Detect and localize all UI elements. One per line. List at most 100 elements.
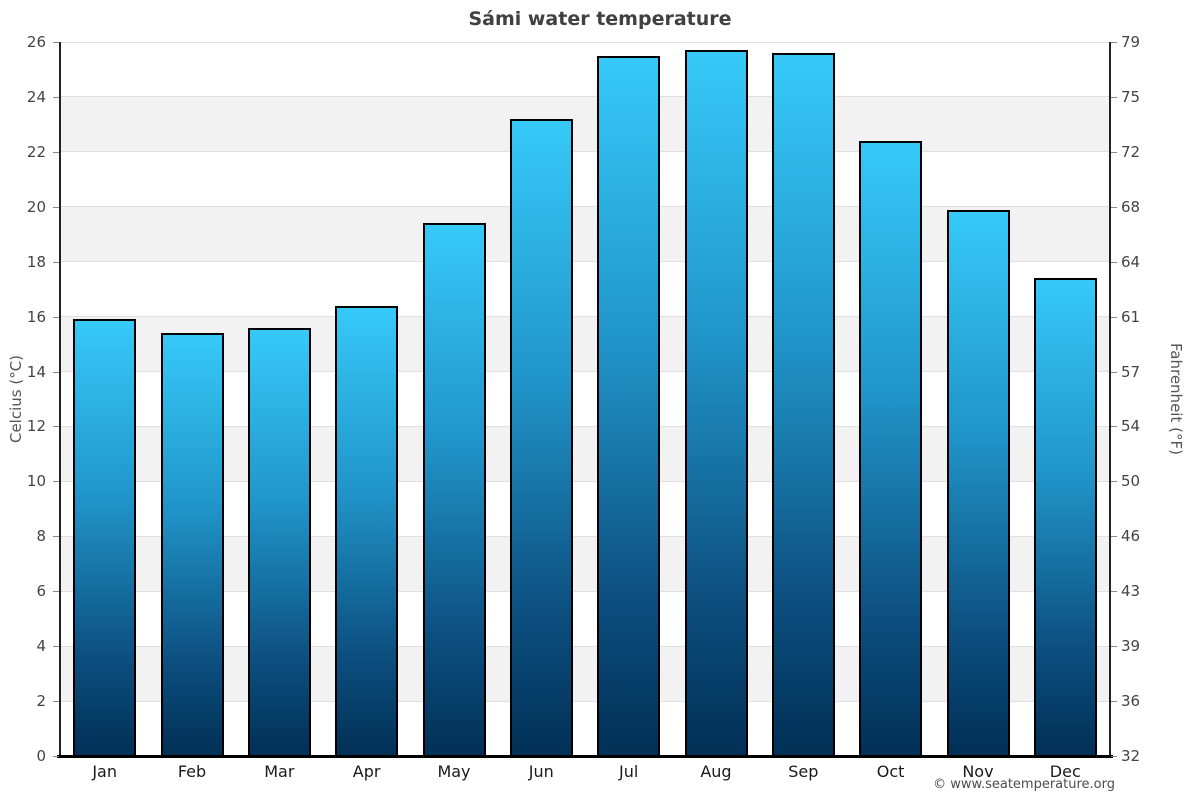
tick-mark	[53, 481, 59, 483]
gridline	[61, 480, 1109, 482]
tick-mark	[53, 371, 59, 373]
tick-mark	[1111, 756, 1117, 757]
tick-mark	[53, 646, 59, 648]
tick-mark	[53, 42, 59, 43]
tick-mark	[1111, 151, 1117, 153]
tick-mark	[53, 206, 59, 208]
bar-may	[422, 223, 486, 756]
gridline	[61, 590, 1109, 592]
fahrenheit-tick-57: 57	[1121, 362, 1141, 381]
celsius-tick-2: 2	[36, 692, 46, 711]
tick-mark	[53, 591, 59, 593]
tick-mark	[1111, 481, 1117, 483]
fahrenheit-tick-64: 64	[1121, 252, 1141, 271]
celsius-tick-24: 24	[26, 87, 46, 106]
month-label-may: May	[437, 762, 471, 781]
celsius-tick-8: 8	[36, 527, 46, 546]
tick-mark	[53, 756, 59, 757]
plot-area	[61, 41, 1109, 756]
fahrenheit-tick-50: 50	[1121, 472, 1141, 491]
month-label-nov: Nov	[962, 762, 994, 781]
gridline	[61, 700, 1109, 702]
tick-mark	[1111, 96, 1117, 98]
celsius-tick-12: 12	[26, 417, 46, 436]
bar-oct	[859, 140, 923, 756]
gridline	[61, 371, 1109, 373]
celsius-tick-10: 10	[26, 472, 46, 491]
celsius-tick-22: 22	[26, 142, 46, 161]
fahrenheit-tick-43: 43	[1121, 582, 1141, 601]
tick-mark	[53, 316, 59, 318]
tick-mark	[53, 96, 59, 98]
tick-mark	[1111, 591, 1117, 593]
bar-jul	[597, 55, 661, 756]
month-label-jun: Jun	[528, 762, 554, 781]
gridline	[61, 151, 1109, 153]
fahrenheit-tick-39: 39	[1121, 637, 1141, 656]
gridline	[61, 645, 1109, 647]
celsius-tick-4: 4	[36, 637, 46, 656]
tick-mark	[53, 701, 59, 703]
bar-jun	[509, 118, 573, 756]
tick-mark	[53, 261, 59, 263]
tick-mark	[1111, 206, 1117, 208]
month-label-sep: Sep	[788, 762, 819, 781]
celsius-tick-0: 0	[36, 747, 46, 765]
copyright-link[interactable]: © www.seatemperature.org	[933, 777, 1115, 792]
fahrenheit-tick-46: 46	[1121, 527, 1141, 546]
tick-mark	[53, 151, 59, 153]
bar-feb	[160, 333, 224, 756]
plot-band	[61, 646, 1109, 702]
plot-band	[61, 316, 1109, 372]
fahrenheit-tick-79: 79	[1121, 33, 1141, 51]
gridline	[61, 41, 1109, 43]
gridline	[61, 316, 1109, 318]
celsius-axis-line	[59, 42, 61, 756]
bar-nov	[946, 209, 1010, 756]
plot-band	[61, 426, 1109, 482]
tick-mark	[1111, 316, 1117, 318]
plot-band	[61, 206, 1109, 262]
month-label-apr: Apr	[352, 762, 381, 781]
gridline	[61, 96, 1109, 98]
month-label-aug: Aug	[700, 762, 732, 781]
month-label-oct: Oct	[876, 762, 905, 781]
plot-band	[61, 96, 1109, 152]
month-label-feb: Feb	[177, 762, 207, 781]
fahrenheit-tick-32: 32	[1121, 747, 1141, 765]
celsius-tick-14: 14	[26, 362, 46, 381]
bar-aug	[684, 50, 748, 756]
plot-band	[61, 536, 1109, 592]
fahrenheit-tick-72: 72	[1121, 142, 1141, 161]
fahrenheit-tick-68: 68	[1121, 197, 1141, 216]
month-labels: Jan Feb Mar Apr May Jun Jul Aug Sep Oct Nov Dec	[61, 762, 1109, 781]
tick-mark	[1111, 701, 1117, 703]
month-label-jan: Jan	[92, 762, 117, 781]
bar-apr	[335, 305, 399, 756]
gridline	[61, 425, 1109, 427]
fahrenheit-tick-54: 54	[1121, 417, 1141, 436]
celsius-tick-16: 16	[26, 307, 46, 326]
fahrenheit-axis-title: Fahrenheit (°F)	[1167, 343, 1185, 455]
gridline	[61, 535, 1109, 537]
month-label-jul: Jul	[618, 762, 639, 781]
bar-jan	[73, 319, 137, 756]
tick-mark	[1111, 42, 1117, 43]
tick-mark	[53, 536, 59, 538]
fahrenheit-axis-line	[1109, 42, 1111, 756]
chart-title: Sámi water temperature	[468, 8, 732, 30]
tick-mark	[1111, 371, 1117, 373]
celsius-tick-18: 18	[26, 252, 46, 271]
bar-dec	[1033, 278, 1097, 756]
celsius-tick-6: 6	[36, 582, 46, 601]
month-label-mar: Mar	[264, 762, 295, 781]
celsius-tick-26: 26	[26, 33, 46, 51]
tick-mark	[1111, 261, 1117, 263]
tick-mark	[1111, 646, 1117, 648]
gridline	[61, 206, 1109, 208]
fahrenheit-tick-36: 36	[1121, 692, 1141, 711]
tick-mark	[1111, 536, 1117, 538]
month-label-dec: Dec	[1049, 762, 1081, 781]
celsius-tick-20: 20	[26, 197, 46, 216]
